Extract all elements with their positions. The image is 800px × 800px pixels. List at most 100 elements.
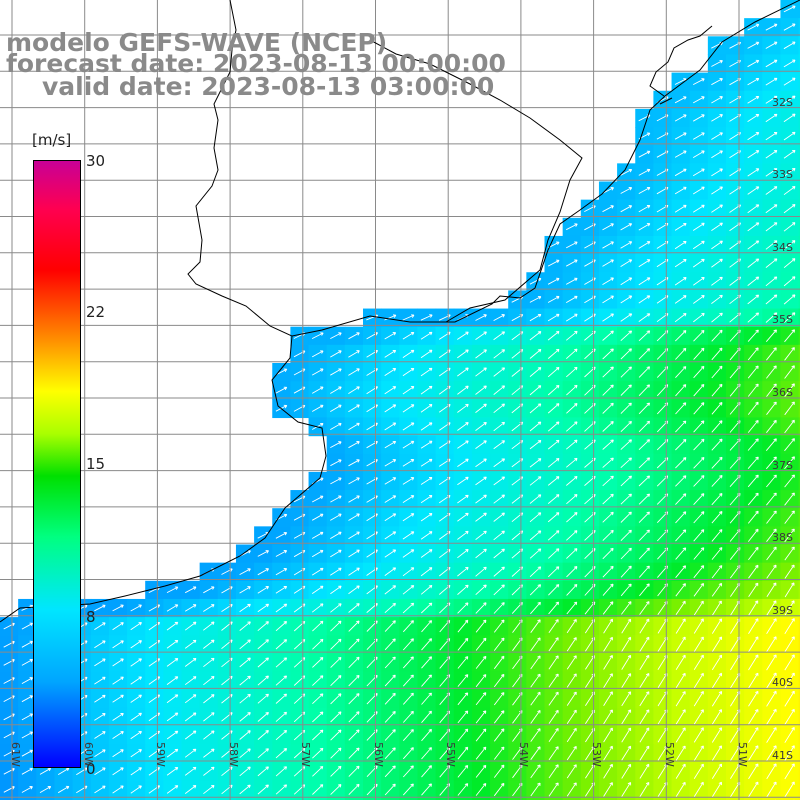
wind-arrow [493,440,506,450]
wind-arrow [384,549,397,558]
wind-arrow [566,512,578,523]
wind-arrow [602,493,614,505]
wind-arrow [784,528,795,543]
wind-arrow [766,582,777,598]
wind-arrow [384,638,396,651]
wind-arrow [693,312,705,323]
wind-arrow [130,658,142,667]
wind-arrow [275,550,288,557]
wind-arrow [420,549,433,558]
wind-arrow [566,566,578,578]
wind-speed-cell [798,399,800,419]
wind-arrow [330,729,342,741]
wind-speed-cell [526,508,546,527]
wind-arrow [166,676,179,685]
wind-arrow [239,784,251,795]
wind-arrow [402,692,414,705]
wind-arrow [766,474,777,488]
wind-speed-cell [798,780,800,800]
wind-arrow [566,618,577,634]
wind-arrow [184,694,197,704]
wind-arrow [711,186,723,195]
wind-speed-cell [272,707,291,727]
wind-arrow [747,510,759,524]
wind-arrow [620,330,633,342]
wind-speed-cell [562,453,582,473]
wind-arrow [529,403,542,414]
wind-arrow [765,240,778,250]
wind-speed-cell [526,653,546,673]
wind-arrow [620,223,633,231]
wind-arrow [692,96,705,104]
wind-arrow [675,565,687,578]
wind-arrow [566,601,578,615]
wind-speed-cell [290,780,310,800]
wind-speed-cell [726,199,745,219]
wind-speed-cell [780,490,800,509]
wind-arrow [621,727,632,743]
wind-arrow [475,421,487,431]
wind-speed-cell [381,671,400,691]
wind-arrow [711,438,723,451]
wind-arrow [457,783,469,796]
wind-arrow [693,329,705,342]
wind-arrow [693,383,705,397]
wind-arrow [711,547,723,560]
wind-arrow [402,549,415,558]
wind-speed-cell [399,544,419,564]
wind-arrow [621,601,632,615]
wind-arrow [130,785,142,794]
wind-arrow [330,495,342,503]
lat-label: 36S [772,386,793,399]
wind-speed-cell [308,798,328,800]
wind-speed-cell [598,417,618,437]
wind-arrow [711,672,723,689]
wind-arrow [239,657,251,668]
wind-speed-cell [798,689,800,709]
wind-speed-cell [598,490,618,509]
wind-speed-cell [235,798,255,800]
wind-arrow [275,368,288,376]
wind-speed-cell [689,235,709,255]
wind-arrow [402,513,415,522]
wind-arrow [530,619,541,633]
wind-speed-cell [508,671,527,691]
wind-arrow [402,314,415,321]
wind-arrow [402,638,414,651]
wind-arrow [257,657,269,668]
wind-arrow [348,693,360,705]
wind-arrow [384,459,397,467]
wind-arrow [748,727,759,743]
wind-arrow [621,782,632,797]
wind-arrow [275,639,288,650]
wind-arrow [783,131,796,141]
wind-arrow [330,459,342,467]
wind-speed-cell [744,363,763,382]
wind-arrow [620,168,633,176]
wind-speed-cell [617,798,636,800]
wind-speed-cell [598,544,618,564]
wind-speed-cell [417,689,437,709]
wind-arrow [711,365,723,379]
wind-speed-cell [562,344,582,364]
wind-arrow [765,258,778,268]
wind-arrow [184,676,197,686]
wind-arrow [475,530,487,540]
wind-arrow [184,785,197,794]
wind-arrow [566,330,578,341]
wind-arrow [457,710,469,724]
wind-arrow [312,675,324,686]
wind-arrow [384,674,396,687]
wind-arrow [420,584,433,595]
wind-arrow [711,168,723,177]
wind-speed-cell [798,526,800,546]
wind-speed-cell [598,798,618,800]
wind-arrow [711,96,723,104]
wind-arrow [747,294,760,305]
wind-arrow [602,511,614,523]
wind-arrow [493,548,505,559]
wind-speed-cell [272,744,291,763]
wind-arrow [766,347,777,361]
wind-arrow [766,564,777,579]
